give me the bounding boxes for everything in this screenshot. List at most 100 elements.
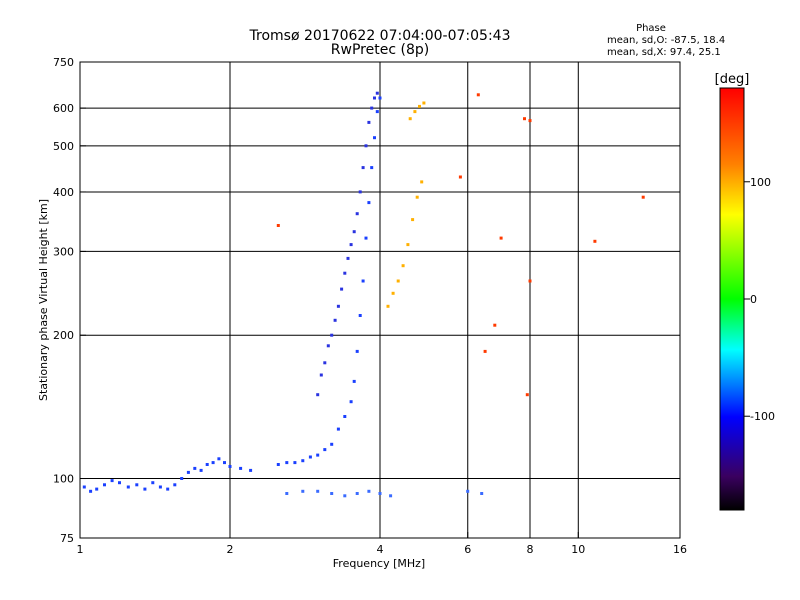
x-tick-label: 16: [673, 543, 687, 556]
echo-point: [316, 489, 320, 493]
echo-point: [422, 101, 426, 105]
echo-point: [301, 489, 305, 493]
echo-point: [308, 455, 312, 459]
echo-point: [364, 236, 368, 240]
echo-point: [126, 485, 130, 489]
echo-point: [352, 230, 356, 234]
echo-point: [370, 166, 374, 170]
x-ticks: 1 2 4 6 8 10 16: [77, 532, 687, 556]
echo-point: [528, 279, 532, 283]
series-x-mode-trace: [386, 101, 426, 308]
phase-stats-o: mean, sd,O: -87.5, 18.4: [607, 35, 725, 46]
echo-point: [418, 104, 421, 108]
echo-point: [173, 483, 177, 487]
echo-point: [406, 243, 410, 247]
y-tick-label: 100: [53, 473, 74, 486]
echo-point: [378, 96, 382, 100]
echo-point: [110, 479, 114, 483]
x-tick-label: 8: [527, 543, 534, 556]
echo-point: [211, 461, 215, 465]
echo-point: [493, 323, 497, 327]
echo-point: [343, 415, 347, 418]
echo-point: [330, 333, 334, 337]
y-tick-label: 75: [60, 532, 74, 545]
phase-colorbar: [719, 87, 745, 511]
echo-point: [346, 256, 350, 260]
colorbar-tick-label: 0: [750, 293, 757, 306]
y-tick-label: 200: [53, 329, 74, 342]
echo-point: [330, 442, 334, 446]
echo-point: [301, 459, 305, 463]
echo-point: [180, 477, 184, 480]
echo-point: [375, 110, 379, 114]
y-axis-label: Stationary phase Virtual Height [km]: [37, 199, 50, 401]
echo-point: [386, 304, 390, 308]
echo-point: [375, 91, 379, 95]
series-o-mode-f-layer-cloud: [316, 91, 379, 397]
echo-point: [158, 485, 162, 489]
echo-point: [367, 120, 371, 124]
echo-point: [336, 427, 340, 431]
echo-point: [415, 195, 419, 199]
echo-point: [228, 465, 232, 468]
x-tick-label: 10: [571, 543, 585, 556]
y-ticks: 75 100 200 300 400 500 600 750: [53, 56, 86, 545]
echo-point: [118, 481, 121, 485]
echo-point: [343, 271, 347, 275]
echo-point: [316, 393, 320, 397]
echo-point: [349, 243, 353, 247]
echo-point: [367, 489, 371, 493]
echo-point: [641, 195, 645, 199]
echo-point: [95, 487, 99, 491]
echo-point: [349, 400, 353, 404]
echo-point: [483, 349, 487, 353]
echo-point: [223, 461, 226, 465]
y-tick-label: 600: [53, 102, 74, 115]
echo-point: [480, 492, 484, 495]
echo-point: [391, 291, 395, 295]
echo-point: [205, 463, 209, 466]
echo-point: [352, 379, 356, 383]
y-tick-label: 750: [53, 56, 74, 69]
echo-point: [358, 190, 362, 194]
echo-points: [82, 91, 645, 498]
echo-point: [528, 119, 532, 123]
echo-point: [476, 93, 480, 97]
echo-point: [343, 494, 347, 498]
echo-point: [143, 487, 147, 491]
echo-point: [135, 483, 139, 487]
echo-point: [323, 361, 327, 365]
echo-point: [293, 461, 297, 465]
x-tick-label: 2: [227, 543, 234, 556]
echo-point: [408, 117, 412, 121]
echo-point: [355, 492, 359, 495]
echo-point: [103, 483, 106, 487]
echo-point: [82, 485, 86, 489]
colorbar-ticks: 100 0 -100: [744, 176, 775, 423]
echo-point: [401, 264, 405, 268]
echo-point: [217, 457, 221, 461]
echo-point: [330, 492, 334, 495]
y-tick-label: 400: [53, 186, 74, 199]
y-tick-label: 500: [53, 140, 74, 153]
echo-point: [151, 481, 155, 485]
echo-point: [319, 373, 323, 377]
echo-point: [316, 453, 320, 457]
echo-point: [336, 304, 340, 308]
echo-point: [323, 448, 327, 452]
y-tick-label: 300: [53, 245, 74, 258]
echo-point: [458, 175, 462, 179]
echo-point: [378, 492, 382, 495]
echo-point: [367, 201, 371, 205]
echo-point: [355, 212, 359, 216]
echo-point: [411, 218, 415, 222]
echo-point: [593, 239, 597, 243]
echo-point: [358, 314, 362, 317]
echo-point: [499, 236, 503, 240]
phase-stats-x: mean, sd,X: 97.4, 25.1: [607, 47, 721, 58]
x-tick-label: 1: [77, 543, 84, 556]
echo-point: [413, 110, 417, 114]
echo-point: [285, 461, 289, 465]
echo-point: [420, 180, 424, 184]
echo-point: [89, 489, 93, 493]
